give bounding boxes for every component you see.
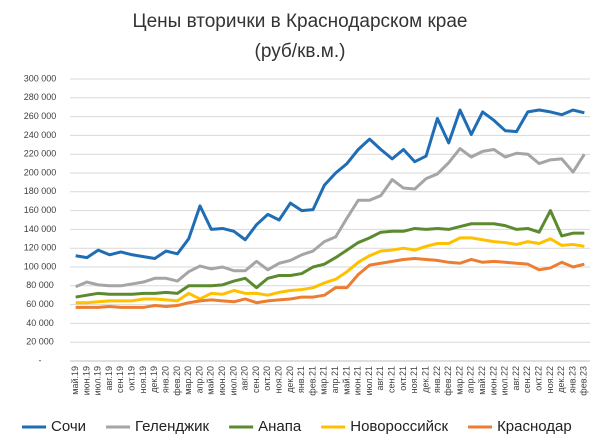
x-tick-label: янв.22	[432, 366, 442, 393]
series-line	[75, 236, 585, 305]
x-tick-label: июл.19	[93, 366, 103, 395]
series-line	[75, 108, 585, 261]
x-tick-label: дек.22	[556, 366, 566, 393]
x-tick-label: май.21	[341, 366, 351, 395]
x-tick-label: июн.22	[488, 366, 498, 395]
x-tick-label: сен.20	[251, 366, 261, 393]
x-tick-label: мар.22	[454, 366, 464, 395]
y-tick-label: -	[39, 355, 42, 365]
y-tick-label: 260 000	[24, 111, 57, 121]
y-tick-label: 60 000	[26, 299, 54, 309]
x-tick-label: ноя.22	[545, 366, 555, 393]
y-tick-label: 280 000	[24, 92, 57, 102]
y-tick-label: 240 000	[24, 130, 57, 140]
x-tick-label: июн.19	[81, 366, 91, 395]
x-tick-label: дек.21	[420, 366, 430, 393]
x-tick-label: янв.20	[160, 366, 170, 393]
x-tick-label: ноя.21	[409, 366, 419, 393]
x-tick-label: июл.20	[228, 366, 238, 395]
x-tick-label: апр.20	[194, 366, 204, 393]
x-tick-label: окт.20	[262, 366, 272, 391]
chart-subtitle: (руб/кв.м.)	[255, 41, 346, 62]
x-tick-label: мар.20	[183, 366, 193, 395]
y-tick-label: 220 000	[24, 149, 57, 159]
y-tick-label: 140 000	[24, 224, 57, 234]
x-tick-label: апр.21	[330, 366, 340, 393]
series-line	[75, 147, 586, 289]
x-tick-label: окт.21	[398, 366, 408, 391]
y-tick-label: 160 000	[24, 205, 57, 215]
x-tick-label: дек.20	[285, 366, 295, 393]
x-tick-label: янв.21	[296, 366, 306, 393]
x-tick-label: ноя.19	[138, 366, 148, 393]
legend-label: Геленджик	[135, 418, 210, 435]
x-tick-label: авг.19	[104, 366, 114, 390]
x-tick-label: окт.19	[127, 366, 137, 391]
x-tick-label: май.19	[70, 366, 80, 395]
x-tick-label: фев.20	[172, 366, 182, 396]
legend-label: Новороссийск	[350, 418, 448, 435]
series-line	[75, 257, 585, 309]
x-tick-label: сен.22	[522, 366, 532, 393]
legend-label: Краснодар	[497, 418, 572, 435]
x-tick-label: дек.19	[149, 366, 159, 393]
x-tick-label: мар.21	[319, 366, 329, 395]
chart-title: Цены вторички в Краснодарском крае	[133, 11, 468, 32]
y-tick-label: 180 000	[24, 186, 57, 196]
x-tick-label: июн.20	[217, 366, 227, 395]
y-tick-label: 300 000	[24, 73, 57, 83]
x-tick-label: фев.22	[443, 366, 453, 396]
x-tick-label: авг.21	[375, 366, 385, 390]
y-tick-label: 100 000	[24, 261, 57, 271]
y-tick-label: 20 000	[26, 337, 54, 347]
x-tick-label: авг.20	[240, 366, 250, 390]
x-tick-label: авг.22	[511, 366, 521, 390]
x-tick-label: июл.22	[500, 366, 510, 395]
x-tick-label: июн.21	[353, 366, 363, 395]
series-line	[75, 209, 585, 299]
y-tick-label: 200 000	[24, 167, 57, 177]
x-tick-label: янв.23	[567, 366, 577, 393]
y-tick-label: 40 000	[26, 318, 54, 328]
x-tick-label: фев.21	[307, 366, 317, 396]
x-tick-label: сен.21	[387, 366, 397, 393]
x-tick-label: ноя.20	[274, 366, 284, 393]
y-tick-label: 80 000	[26, 280, 54, 290]
x-tick-label: фев.23	[579, 366, 589, 396]
x-tick-label: июл.21	[364, 366, 374, 395]
x-tick-label: сен.19	[115, 366, 125, 393]
legend-label: Анапа	[258, 418, 302, 435]
x-tick-label: апр.22	[466, 366, 476, 393]
legend-label: Сочи	[51, 418, 86, 435]
y-tick-label: 120 000	[24, 243, 57, 253]
x-tick-label: май.20	[206, 366, 216, 395]
x-tick-label: окт.22	[534, 366, 544, 391]
x-tick-label: май.22	[477, 366, 487, 395]
